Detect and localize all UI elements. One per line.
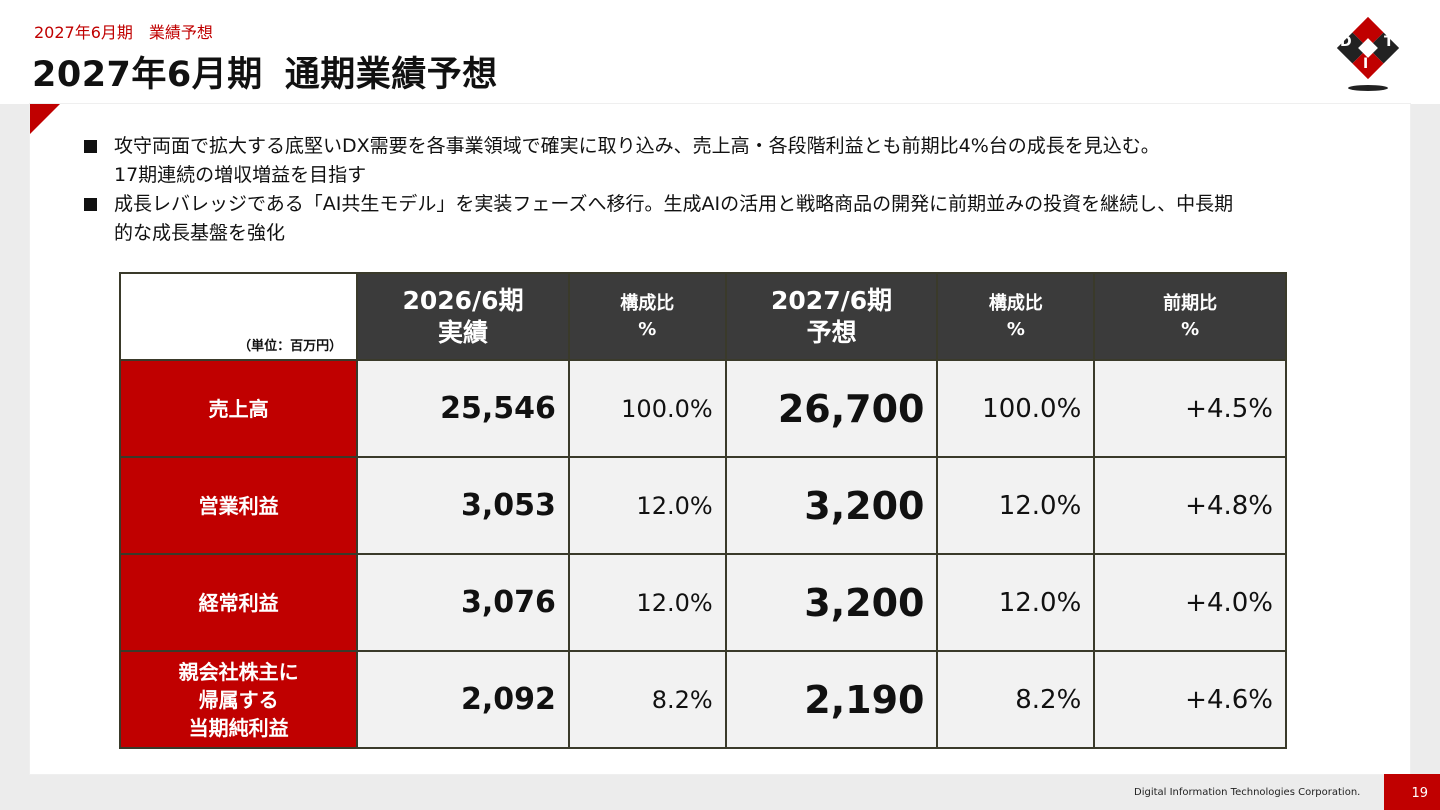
actual-ratio: 100.0% <box>567 359 727 458</box>
column-header-line: % <box>638 318 657 340</box>
bullet-item: 成長レバレッジである「AI共生モデル」を実装フェーズへ移行。生成AIの活用と戦略… <box>84 190 1384 248</box>
column-header-line: 2026/6期 <box>402 285 524 315</box>
column-header-line: 前期比 <box>1163 292 1218 314</box>
column-header-yoy: 前期比 % <box>1093 272 1287 361</box>
column-header-line: 構成比 <box>620 292 675 314</box>
row-label-line: 営業利益 <box>198 493 279 518</box>
column-header-forecast-ratio: 構成比 % <box>936 272 1096 361</box>
square-bullet-icon <box>84 198 97 211</box>
forecast-ratio: 100.0% <box>936 359 1096 458</box>
actual-value: 3,053 <box>356 456 570 555</box>
actual-value: 25,546 <box>356 359 570 458</box>
bullet-text: 成長レバレッジである「AI共生モデル」を実装フェーズへ移行。生成AIの活用と戦略… <box>114 193 1234 215</box>
row-label-line: 売上高 <box>208 396 269 421</box>
column-header-actual: 2026/6期 実績 <box>356 272 570 361</box>
logo-letter-d: D <box>1340 34 1352 50</box>
forecast-value: 26,700 <box>724 359 939 458</box>
table-row: 親会社株主に 帰属する 当期純利益 2,092 8.2% 2,190 8.2% … <box>118 650 1287 749</box>
unit-cell: （単位：百万円） <box>118 272 359 361</box>
row-label: 売上高 <box>118 359 359 458</box>
forecast-value: 3,200 <box>724 553 939 652</box>
corner-accent <box>30 104 60 134</box>
table-header-row: （単位：百万円） 2026/6期 実績 構成比 % 2027/6期 予想 構成比… <box>118 272 1287 361</box>
column-header-line: 予想 <box>806 317 857 347</box>
page-title: 2027年6月期 通期業績予想 <box>32 46 498 97</box>
forecast-value: 3,200 <box>724 456 939 555</box>
bullet-text: 攻守両面で拡大する底堅いDX需要を各事業領域で確実に取り込み、売上高・各段階利益… <box>114 135 1160 157</box>
logo-letter-i: I <box>1363 56 1368 72</box>
row-label-line: 親会社株主に <box>178 659 299 684</box>
actual-value: 3,076 <box>356 553 570 652</box>
row-label-line: 経常利益 <box>198 590 279 615</box>
bullet-text: 17期連続の増収増益を目指す <box>114 164 367 186</box>
table-row: 売上高 25,546 100.0% 26,700 100.0% +4.5% <box>118 359 1287 458</box>
forecast-table: （単位：百万円） 2026/6期 実績 構成比 % 2027/6期 予想 構成比… <box>118 272 1287 749</box>
actual-ratio: 12.0% <box>567 553 727 652</box>
row-label-line: 帰属する <box>198 687 279 712</box>
column-header-actual-ratio: 構成比 % <box>567 272 727 361</box>
actual-ratio: 8.2% <box>567 650 727 749</box>
yoy-change: +4.0% <box>1093 553 1287 652</box>
page-title-period: 2027年6月期 <box>32 55 263 95</box>
logo-tile-black-2 <box>1336 32 1368 64</box>
page-number: 19 <box>1384 774 1440 810</box>
bullet-item: 攻守両面で拡大する底堅いDX需要を各事業領域で確実に取り込み、売上高・各段階利益… <box>84 132 1384 190</box>
forecast-value: 2,190 <box>724 650 939 749</box>
page-title-subject: 通期業績予想 <box>284 55 498 95</box>
row-label-line: 当期純利益 <box>188 715 289 740</box>
logo-tile-black-1 <box>1368 32 1400 64</box>
footer-company: Digital Information Technologies Corpora… <box>1134 787 1361 798</box>
column-header-line: % <box>1006 318 1025 340</box>
column-header-line: 構成比 <box>988 292 1043 314</box>
column-header-line: 2027/6期 <box>771 285 893 315</box>
column-header-line: % <box>1181 318 1200 340</box>
square-bullet-icon <box>84 140 97 153</box>
actual-value: 2,092 <box>356 650 570 749</box>
table-row: 営業利益 3,053 12.0% 3,200 12.0% +4.8% <box>118 456 1287 555</box>
company-logo: D I T <box>1336 16 1400 91</box>
row-label: 営業利益 <box>118 456 359 555</box>
row-label: 経常利益 <box>118 553 359 652</box>
table-row: 経常利益 3,076 12.0% 3,200 12.0% +4.0% <box>118 553 1287 652</box>
logo-shadow <box>1348 85 1388 91</box>
yoy-change: +4.8% <box>1093 456 1287 555</box>
bullet-list: 攻守両面で拡大する底堅いDX需要を各事業領域で確実に取り込み、売上高・各段階利益… <box>84 132 1384 248</box>
column-header-forecast: 2027/6期 予想 <box>724 272 939 361</box>
yoy-change: +4.6% <box>1093 650 1287 749</box>
column-header-line: 実績 <box>438 317 489 347</box>
yoy-change: +4.5% <box>1093 359 1287 458</box>
actual-ratio: 12.0% <box>567 456 727 555</box>
forecast-ratio: 12.0% <box>936 456 1096 555</box>
forecast-ratio: 12.0% <box>936 553 1096 652</box>
row-label: 親会社株主に 帰属する 当期純利益 <box>118 650 359 749</box>
logo-letter-t: T <box>1384 34 1394 50</box>
bullet-text: 的な成長基盤を強化 <box>114 222 286 244</box>
unit-label: （単位：百万円） <box>238 339 343 354</box>
forecast-ratio: 8.2% <box>936 650 1096 749</box>
logo-center <box>1358 38 1378 58</box>
breadcrumb: 2027年6月期 業績予想 <box>34 23 213 42</box>
